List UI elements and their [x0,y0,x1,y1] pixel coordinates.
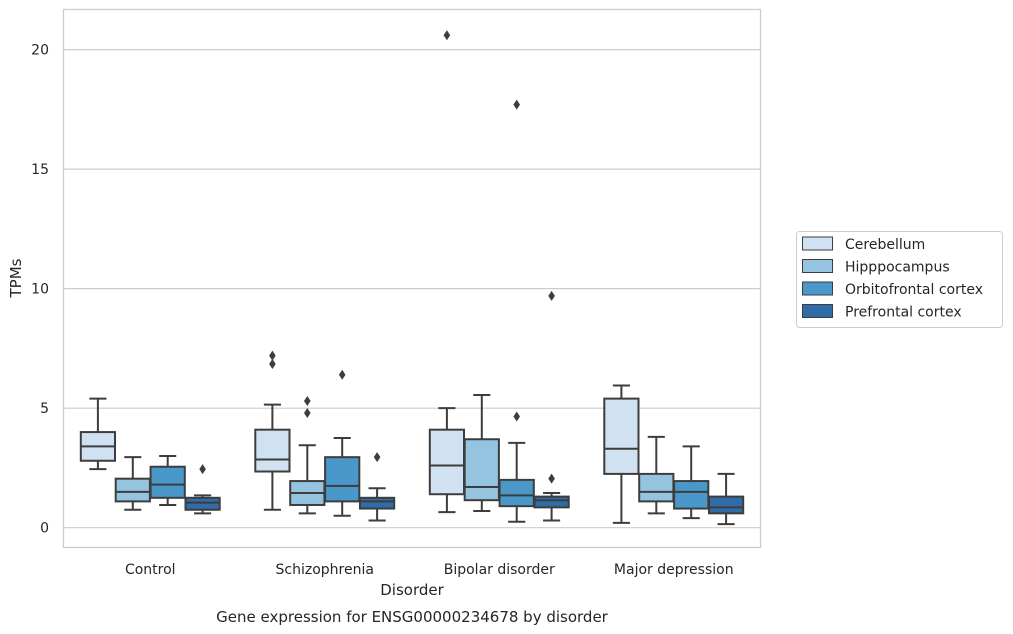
legend-label-0: Cerebellum [845,237,925,253]
box-0-0 [79,397,117,471]
x-tick-label-3: Major depression [614,562,734,578]
chart-caption: Gene expression for ENSG00000234678 by d… [216,608,609,626]
box-body [254,428,291,473]
box-body [184,496,221,511]
legend-swatch-3 [802,304,833,318]
box-2-3 [673,445,710,520]
box-2-2 [498,99,535,523]
outlier-point-1 [304,396,311,406]
box-body [673,480,710,510]
x-tick-labels: Control Schizophrenia Bipolar disorder Majo… [125,562,734,578]
box-3-2 [533,290,570,522]
box-body [463,438,500,502]
y-tick-label-4: 20 [31,43,49,59]
outlier-point-0 [199,464,206,475]
outlier-point-1 [548,290,555,301]
outlier-point-0 [513,411,520,422]
plot-frame [62,8,762,549]
box-body [149,465,186,499]
outlier-point-0 [304,407,311,418]
box-1-3 [638,435,675,515]
x-tick-label-1: Schizophrenia [276,562,374,578]
box-2-1 [324,369,361,517]
box-1-1 [289,396,326,515]
outlier-point-1 [513,99,520,110]
legend: Cerebellum Hipppocampus Orbitofrontal cort… [796,231,1003,328]
box-body [428,428,466,496]
box-3-3 [707,472,745,526]
box-body [707,495,745,515]
box-body [498,478,535,508]
box-body [324,456,361,503]
x-axis-label: Disorder [380,581,444,599]
legend-label-2: Orbitofrontal cortex [845,282,983,298]
outlier-point-0 [338,369,346,380]
legend-label-3: Prefrontal cortex [845,305,962,321]
x-tick-label-0: Control [125,562,176,578]
box-0-3 [603,384,640,524]
box-body [358,496,396,510]
legend-swatch-1 [802,259,833,273]
y-tick-label-3: 15 [31,162,49,178]
box-body [114,477,151,503]
box-0-1 [254,350,291,511]
y-axis-label: TPMs [7,258,25,298]
box-1-0 [114,456,151,511]
y-gridlines [63,49,761,529]
box-body [603,397,640,475]
y-tick-labels: 0 5 10 15 20 [31,43,49,537]
legend-label-1: Hipppocampus [845,260,950,276]
outlier-point-0 [443,30,451,41]
box-1-2 [463,394,500,512]
legend-frame [796,231,1003,328]
box-2-0 [149,454,186,506]
box-3-1 [358,452,396,522]
box-body [533,495,570,509]
box-body [638,472,675,503]
outlier-point-1 [269,350,276,361]
y-tick-label-1: 5 [40,401,49,417]
y-tick-label-2: 10 [31,282,49,298]
box-0-2 [428,30,466,514]
y-tick-label-0: 0 [40,521,49,537]
outlier-point-0 [269,358,276,369]
outlier-point-0 [373,452,381,463]
box-3-0 [184,464,221,515]
x-tick-label-2: Bipolar disorder [444,562,555,578]
boxes-layer [79,30,745,526]
legend-swatch-2 [802,281,833,296]
legend-swatch-0 [802,236,833,251]
outlier-point-0 [548,473,555,484]
